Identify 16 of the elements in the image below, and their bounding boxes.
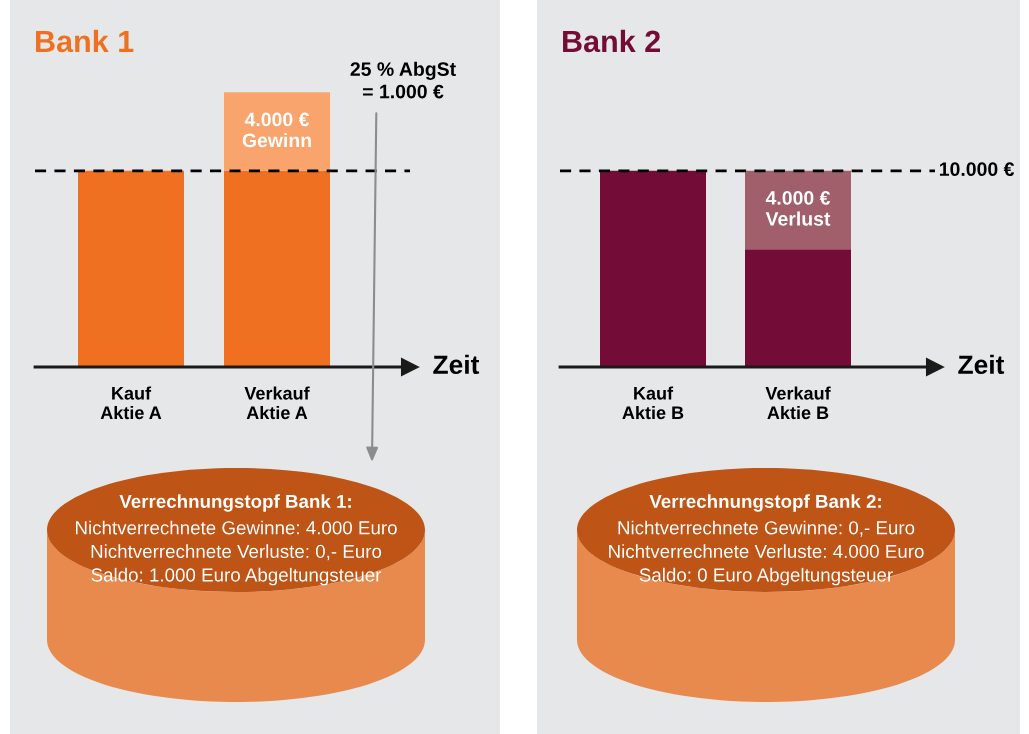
x-tick-label: Verkauf Aktie B (765, 386, 831, 420)
ref-line-label: 10.000 € (939, 162, 1015, 177)
chart-title: Bank 1 (36, 29, 134, 53)
x-axis-title: Zeit (433, 354, 480, 375)
text: Verrechnungstopf Bank 2: (649, 494, 881, 512)
x-tick-label: Verkauf Aktie A (244, 386, 310, 420)
data-label: 4.000 € Gewinn (242, 112, 311, 148)
x-tick-label: Kauf Aktie A (100, 386, 162, 420)
text: Verrechnungstopf Bank 1: (119, 494, 351, 512)
chart-title: Bank 2 (563, 29, 660, 53)
text: Nichtverrechnete Gewinne: 4.000 Euro Nichtverrechnete Verluste: 0,- Euro Saldo: 1.000 Euro Abgeltungsteuer (76, 520, 397, 586)
text: Nichtverrechnete Gewinne: 0,- Euro Nichtverrechnete Verluste: 4.000 Euro Saldo: 0 Euro Abgeltungsteuer (609, 520, 924, 586)
x-axis-title: Zeit (958, 354, 1005, 375)
x-tick-label: Kauf Aktie B (622, 386, 684, 420)
annotation: 25 % AbgSt = 1.000 € (350, 61, 456, 99)
data-label: 4.000 € Verlust (765, 191, 831, 226)
